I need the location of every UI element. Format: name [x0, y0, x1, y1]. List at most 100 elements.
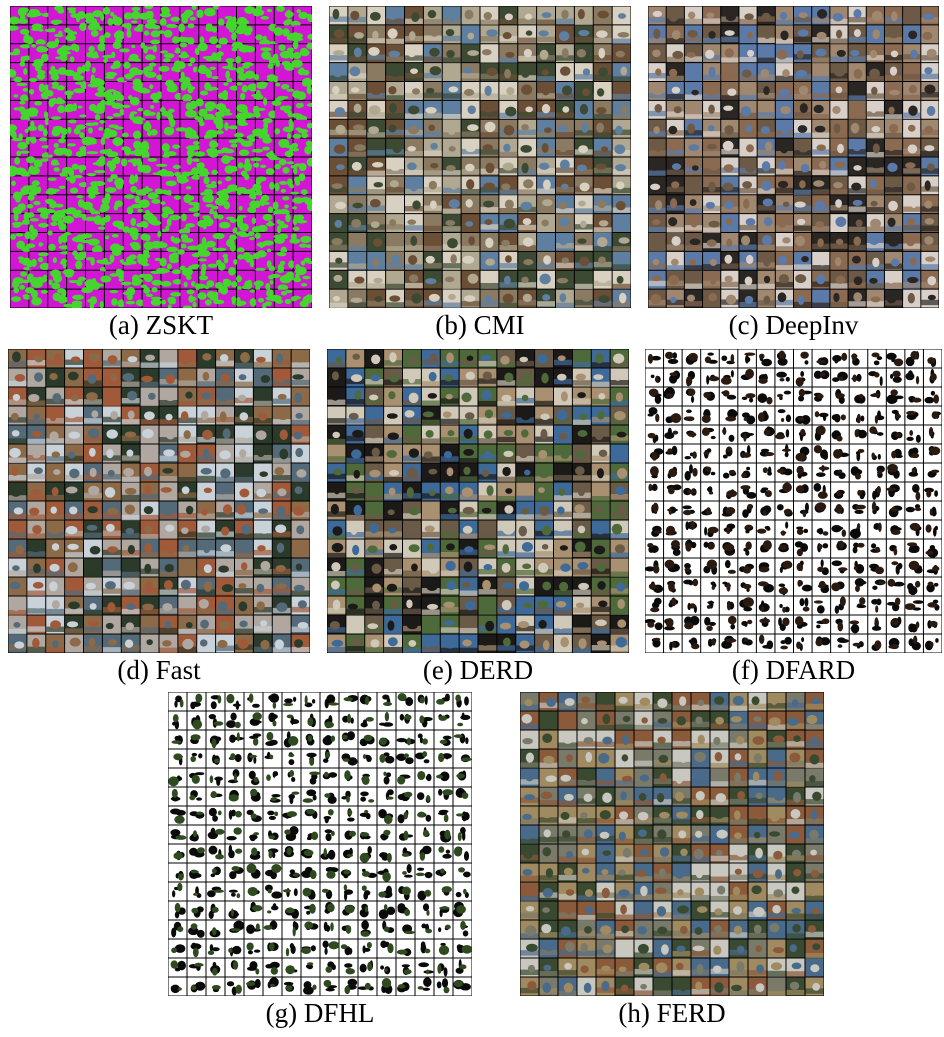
sample-tile — [26, 100, 49, 119]
sample-tile — [235, 520, 253, 539]
sample-tile — [516, 501, 535, 520]
sample-tile — [434, 939, 453, 958]
sample-tile — [596, 882, 615, 901]
sample-tile — [194, 138, 220, 158]
sample-tile — [703, 44, 721, 63]
sample-tile — [269, 289, 293, 308]
sample-tile — [65, 501, 83, 520]
sample-tile — [215, 251, 238, 271]
sample-tile — [721, 289, 739, 308]
sample-tile — [339, 958, 358, 977]
sample-tile — [794, 406, 812, 425]
sample-tile — [849, 539, 868, 558]
sample-tile — [478, 634, 497, 653]
sample-tile — [884, 233, 903, 251]
sample-tile — [691, 920, 710, 939]
sample-tile — [757, 251, 775, 270]
sample-tile — [421, 444, 440, 463]
sample-tile — [653, 749, 672, 768]
sample-tile — [440, 596, 459, 615]
sample-tile — [903, 233, 921, 251]
sample-tile — [206, 692, 225, 711]
sample-tile — [216, 482, 234, 501]
sample-tile — [421, 596, 440, 615]
sample-tile — [365, 501, 384, 520]
sample-tile — [214, 100, 236, 119]
sample-tile — [339, 787, 358, 806]
sample-tile — [710, 768, 729, 787]
sample-tile — [196, 233, 218, 252]
sample-tile — [593, 6, 612, 25]
sample-tile — [138, 6, 161, 25]
sample-tile — [272, 425, 291, 444]
sample-tile — [65, 425, 83, 445]
sample-tile — [384, 349, 402, 368]
sample-tile — [903, 25, 921, 44]
sample-tile — [121, 520, 140, 539]
sample-tile — [556, 289, 574, 308]
sample-tile — [377, 882, 396, 901]
panel-ferd: (h) FERD — [520, 692, 824, 1034]
sample-tile — [691, 844, 710, 863]
sample-tile — [558, 882, 577, 901]
sample-tile — [121, 270, 144, 289]
sample-tile — [664, 615, 682, 634]
sample-tile — [46, 520, 65, 539]
sample-tile — [348, 6, 367, 25]
sample-tile — [102, 634, 121, 653]
sample-tile — [358, 749, 377, 768]
sample-tile — [365, 539, 384, 558]
sample-tile — [672, 768, 691, 787]
sample-tile — [214, 138, 241, 157]
sample-tile — [225, 787, 244, 806]
sample-tile — [775, 444, 793, 463]
sample-tile — [719, 501, 738, 520]
sample-tile — [682, 387, 701, 406]
sample-tile — [384, 539, 402, 559]
sample-tile — [235, 577, 253, 596]
sample-tile — [65, 463, 83, 482]
sample-tile — [327, 368, 346, 387]
sample-tile — [346, 349, 365, 368]
sample-tile — [612, 176, 631, 195]
sample-tile — [775, 406, 793, 425]
sample-tile — [812, 195, 830, 214]
sample-tile — [786, 958, 805, 977]
sample-tile — [923, 444, 942, 463]
caption-dfard: (f) DFARD — [731, 655, 856, 685]
sample-tile — [367, 63, 386, 81]
sample-tile — [645, 501, 664, 520]
sample-tile — [831, 615, 849, 634]
sample-tile — [216, 387, 234, 406]
sample-tile — [612, 100, 631, 120]
sample-tile — [572, 615, 591, 634]
sample-tile — [180, 100, 200, 121]
sample-tile — [775, 44, 793, 63]
sample-tile — [905, 368, 923, 387]
sample-tile — [459, 615, 478, 634]
sample-tile — [739, 82, 757, 101]
sample-tile — [293, 266, 312, 289]
sample-tile — [367, 82, 386, 100]
sample-tile — [180, 6, 199, 25]
sample-tile — [8, 539, 27, 558]
sample-tile — [703, 138, 721, 157]
sample-tile — [244, 806, 263, 825]
sample-tile — [610, 387, 629, 407]
sample-tile — [236, 173, 256, 197]
sample-tile — [739, 214, 757, 232]
sample-tile — [812, 539, 831, 558]
sample-tile — [244, 768, 263, 787]
sample-tile — [65, 444, 83, 463]
sample-tile — [272, 463, 291, 482]
sample-tile — [244, 939, 263, 958]
sample-tile — [884, 100, 903, 120]
sample-tile — [831, 501, 849, 520]
sample-tile — [903, 44, 921, 63]
sample-tile — [849, 558, 868, 577]
sample-tile — [320, 863, 339, 882]
sample-tile — [786, 768, 805, 788]
sample-tile — [748, 863, 767, 882]
sample-tile — [102, 349, 121, 368]
sample-tile — [805, 749, 824, 769]
